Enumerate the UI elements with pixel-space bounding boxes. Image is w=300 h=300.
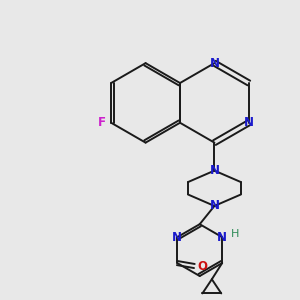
Text: N: N — [209, 200, 219, 212]
Text: F: F — [98, 116, 106, 129]
Text: N: N — [244, 116, 254, 129]
Text: N: N — [209, 57, 219, 70]
Text: O: O — [197, 260, 207, 272]
Text: N: N — [217, 231, 227, 244]
Text: N: N — [209, 164, 219, 177]
Text: N: N — [172, 231, 182, 244]
Text: H: H — [231, 229, 239, 238]
